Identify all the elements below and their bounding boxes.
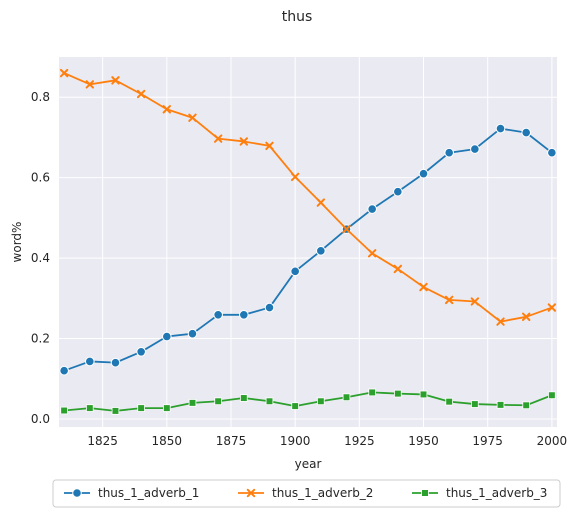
data-point (188, 113, 197, 122)
series-layer (59, 68, 557, 415)
data-point (470, 144, 480, 154)
data-point (265, 397, 274, 406)
data-point (137, 404, 145, 412)
data-point (445, 397, 453, 406)
y-axis-ticks: 0.0 0.2 0.4 0.6 0.8 (31, 90, 50, 426)
data-point (368, 388, 376, 397)
data-point (239, 309, 249, 320)
series-line (64, 391, 553, 412)
legend-item: thus_1_adverb_3 (412, 486, 547, 500)
x-axis-title: year (295, 457, 322, 471)
data-point (213, 134, 223, 143)
data-point (547, 303, 557, 312)
data-point (471, 400, 479, 408)
y-tick-label: 0.6 (31, 171, 50, 185)
data-point (419, 390, 428, 399)
data-point (264, 302, 275, 313)
x-tick-label: 2000 (537, 434, 568, 448)
data-point (495, 123, 506, 134)
data-point (290, 266, 300, 277)
legend-label: thus_1_adverb_2 (272, 486, 373, 500)
data-point (162, 105, 172, 114)
data-point (110, 357, 121, 368)
legend: thus_1_adverb_1 thus_1_adverb_2 thus_1_adv… (52, 479, 561, 508)
data-point (240, 394, 248, 402)
legend-marker (421, 489, 429, 497)
data-point (265, 141, 274, 151)
data-point (316, 198, 326, 207)
data-point (187, 328, 198, 339)
legend-item: thus_1_adverb_1 (64, 486, 199, 500)
legend-item: thus_1_adverb_2 (238, 486, 373, 500)
data-point (496, 401, 505, 409)
series-line (63, 72, 553, 323)
series-2 (60, 388, 556, 415)
y-axis-title: word% (10, 222, 24, 263)
x-tick-label: 1950 (408, 434, 439, 448)
data-point (85, 356, 95, 367)
x-tick-label: 1850 (152, 434, 183, 448)
data-point (547, 147, 557, 158)
data-point (444, 295, 454, 305)
data-point (111, 76, 120, 85)
data-point (317, 397, 325, 406)
data-point (470, 297, 480, 306)
data-point (239, 137, 249, 146)
legend-label: thus_1_adverb_3 (446, 486, 547, 500)
data-point (291, 402, 299, 410)
data-point (496, 317, 505, 326)
data-point (393, 264, 403, 274)
x-tick-label: 1825 (87, 434, 118, 448)
data-point (188, 399, 197, 407)
data-point (163, 404, 171, 412)
data-point (393, 186, 403, 197)
data-point (60, 406, 68, 415)
data-point (367, 249, 377, 258)
data-point (290, 172, 300, 182)
x-tick-label: 1875 (216, 434, 247, 448)
data-point (85, 80, 95, 89)
y-gridlines (59, 96, 557, 420)
data-point (394, 389, 402, 398)
data-point (214, 397, 222, 406)
data-point (136, 89, 146, 99)
data-point (521, 127, 531, 138)
data-point (213, 309, 223, 320)
data-point (418, 168, 429, 179)
data-point (111, 407, 120, 415)
data-point (367, 204, 377, 214)
data-point (162, 331, 172, 342)
data-point (548, 391, 556, 400)
data-point (419, 282, 428, 292)
x-tick-label: 1900 (280, 434, 311, 448)
data-point (521, 312, 531, 322)
y-tick-label: 0.0 (31, 412, 50, 426)
legend-frame (52, 479, 561, 508)
y-tick-label: 0.2 (31, 332, 50, 346)
y-tick-label: 0.8 (31, 90, 50, 104)
data-point (316, 246, 326, 256)
x-axis-ticks: 1825 1850 1875 1900 1925 1950 1975 2000 (87, 434, 567, 448)
x-tick-label: 1975 (472, 434, 503, 448)
series-1 (59, 68, 557, 326)
y-tick-label: 0.4 (31, 251, 50, 265)
data-point (342, 393, 351, 402)
data-point (59, 68, 69, 78)
data-point (522, 401, 530, 410)
legend-marker (72, 488, 82, 498)
data-point (86, 404, 94, 412)
data-point (444, 147, 454, 158)
data-point (59, 365, 69, 376)
x-tick-label: 1925 (344, 434, 375, 448)
series-0 (59, 123, 557, 376)
data-point (136, 346, 146, 357)
data-point (342, 224, 351, 234)
chart-title: thus (282, 9, 313, 25)
plot-area (59, 57, 557, 427)
legend-marker (246, 488, 256, 498)
legend-label: thus_1_adverb_1 (98, 486, 199, 500)
